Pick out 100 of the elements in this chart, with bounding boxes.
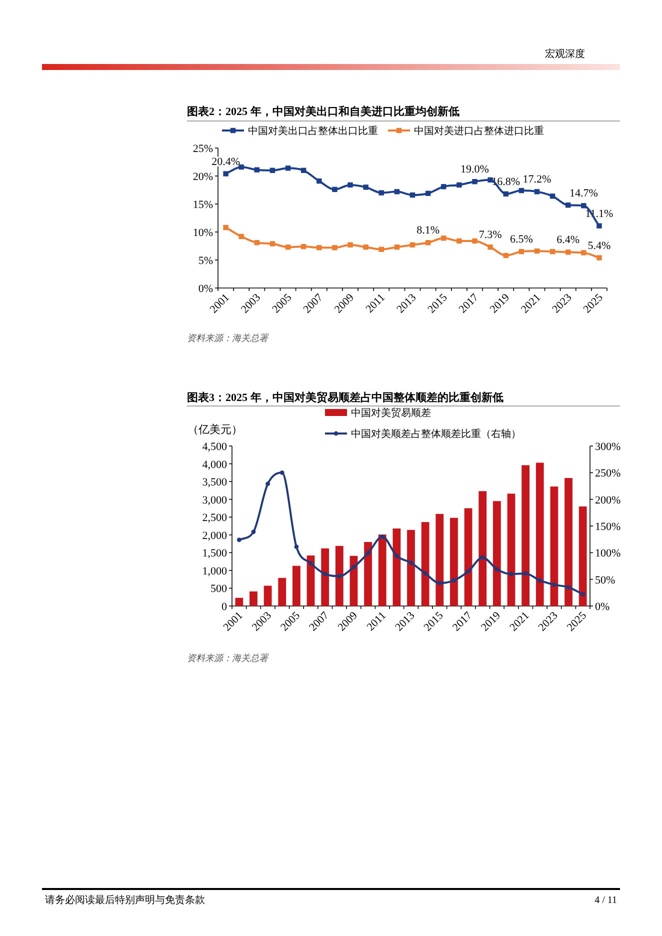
y-tick-label: 1,500 <box>202 548 228 560</box>
point <box>363 244 368 250</box>
point <box>581 250 586 256</box>
point <box>322 572 328 576</box>
point <box>503 252 508 258</box>
chart-title: 图表2：2025 年，中国对美出口和自美进口比重均创新低 <box>187 105 460 118</box>
point <box>348 182 353 188</box>
bar <box>378 534 386 606</box>
point <box>596 223 602 228</box>
point <box>254 167 260 172</box>
point <box>550 194 556 199</box>
point <box>488 244 493 250</box>
bar <box>478 491 487 606</box>
data-label: 7.3% <box>478 229 502 242</box>
point <box>566 585 571 590</box>
point <box>270 168 276 173</box>
point <box>534 248 540 254</box>
y-tick-label: 3,000 <box>202 494 228 506</box>
bar <box>450 518 458 606</box>
point <box>408 560 414 565</box>
point <box>337 574 342 578</box>
y-tick-label: 3,500 <box>202 476 228 489</box>
point <box>300 244 306 250</box>
point <box>452 578 456 583</box>
point <box>380 534 385 539</box>
bar <box>407 530 415 606</box>
bar <box>550 486 558 606</box>
point <box>472 238 478 244</box>
bar <box>350 556 358 606</box>
point <box>238 234 244 240</box>
y2-tick-label: 200% <box>595 494 621 506</box>
point <box>441 236 446 241</box>
point <box>566 202 571 208</box>
point <box>509 572 514 576</box>
bar <box>321 548 330 606</box>
point <box>280 470 284 475</box>
point <box>300 168 306 173</box>
chart-title: 图表3：2025 年，中国对美贸易顺差占中国整体顺差的比重创新低 <box>187 391 504 404</box>
point <box>552 582 556 587</box>
point <box>523 571 528 576</box>
point <box>366 551 370 556</box>
y2-tick-label: 150% <box>595 521 621 533</box>
point <box>456 182 462 188</box>
point <box>378 246 384 252</box>
point <box>425 240 431 246</box>
point <box>566 250 571 255</box>
y-tick-label: 4,000 <box>202 458 228 471</box>
point <box>437 580 442 586</box>
point <box>285 166 291 171</box>
y-tick-label: 500 <box>210 583 228 596</box>
bar <box>264 586 272 606</box>
bar <box>564 478 572 606</box>
point <box>316 245 322 250</box>
point <box>266 482 270 486</box>
y2-tick-label: 0% <box>595 601 610 613</box>
bar <box>364 542 372 606</box>
bar <box>306 556 315 606</box>
bar <box>507 494 516 606</box>
point <box>348 242 353 248</box>
bar <box>292 566 300 606</box>
point <box>580 592 586 596</box>
point <box>363 184 368 190</box>
point <box>236 538 242 542</box>
point <box>456 238 462 244</box>
point <box>294 544 299 549</box>
data-label: 14.7% <box>569 188 598 200</box>
point <box>410 242 416 248</box>
bar <box>492 501 501 606</box>
point <box>285 244 291 250</box>
data-label: 19.0% <box>460 164 489 176</box>
text: 宏观深度 <box>545 48 585 60</box>
y2-tick-label: 300% <box>595 441 621 453</box>
text: 4 / 11 <box>594 895 617 906</box>
point <box>251 530 256 534</box>
y2-tick-label: 50% <box>595 574 616 586</box>
y-tick-label: 15% <box>192 199 213 211</box>
point <box>480 555 485 560</box>
y-tick-label: 4,500 <box>202 441 228 453</box>
point <box>223 224 228 230</box>
y-tick-label: 0% <box>198 283 213 295</box>
point <box>494 567 500 572</box>
point <box>538 578 542 583</box>
point <box>394 554 399 558</box>
point <box>410 192 416 198</box>
y-axis-title: （亿美元） <box>188 423 242 436</box>
bar <box>392 528 401 606</box>
bar <box>278 578 286 606</box>
point <box>488 177 493 183</box>
bar <box>421 522 430 606</box>
text: 资料来源：海关总署 <box>187 653 269 663</box>
bar <box>536 462 544 606</box>
point <box>425 190 431 196</box>
point <box>466 569 470 574</box>
legend-label: 中国对美进口占整体进口比重 <box>414 125 544 137</box>
point <box>596 255 602 260</box>
point <box>238 164 244 170</box>
point <box>518 188 524 194</box>
data-label: 6.5% <box>510 234 533 246</box>
point <box>254 240 260 246</box>
bar <box>578 506 587 606</box>
